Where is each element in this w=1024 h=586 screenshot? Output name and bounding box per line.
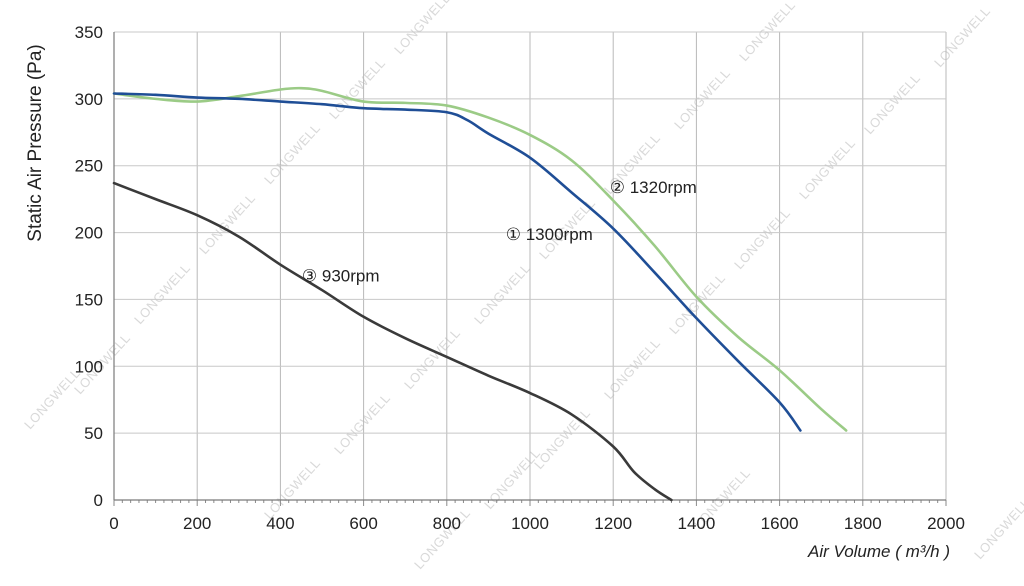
- x-tick-label: 600: [349, 514, 377, 533]
- series-line-1: [112, 92, 802, 432]
- series-lines: [112, 86, 848, 502]
- y-tick-label: 350: [75, 23, 103, 42]
- x-tick-label: 400: [266, 514, 294, 533]
- series-line-2: [112, 86, 848, 432]
- watermark-text: LONGWELL: [471, 260, 533, 327]
- watermark-text: LONGWELL: [261, 120, 323, 187]
- x-tick-label: 1000: [511, 514, 549, 533]
- y-tick-label: 150: [75, 290, 103, 309]
- series-label-3: ③ 930rpm: [302, 266, 380, 285]
- watermark-text: LONGWELL: [331, 390, 393, 457]
- watermark-text: LONGWELL: [601, 335, 663, 402]
- y-tick-label: 250: [75, 157, 103, 176]
- y-tick-label: 100: [75, 357, 103, 376]
- x-tick-label: 1800: [844, 514, 882, 533]
- watermark-text: LONGWELL: [931, 3, 993, 70]
- x-axis-title: Air Volume ( m³/h ): [807, 542, 950, 561]
- x-tick-label: 0: [109, 514, 118, 533]
- tick-labels: 0 200 400 600 800 1000 1200 1400 1600 1800 2000 0 50…: [75, 23, 965, 533]
- grid: [114, 31, 947, 500]
- watermark-text: LONGWELL: [796, 135, 858, 202]
- watermark-layer: LONGWELLLONGWELLLONGWELLLONGWELLLONGWELL…: [21, 0, 1024, 572]
- x-tick-label: 1600: [761, 514, 799, 533]
- y-tick-label: 300: [75, 90, 103, 109]
- y-axis-title: Static Air Pressure (Pa): [25, 44, 46, 241]
- series-line-3: [112, 181, 673, 502]
- watermark-text: LONGWELL: [731, 205, 793, 272]
- x-tick-label: 200: [183, 514, 211, 533]
- axes: [113, 32, 946, 501]
- y-tick-label: 50: [84, 424, 103, 443]
- watermark-text: LONGWELL: [391, 0, 453, 57]
- x-tick-label: 1200: [594, 514, 632, 533]
- watermark-text: LONGWELL: [326, 55, 388, 122]
- watermark-text: LONGWELL: [401, 325, 463, 392]
- watermark-text: LONGWELL: [131, 260, 193, 327]
- series-label-2: ② 1320rpm: [610, 178, 697, 197]
- y-tick-label: 200: [75, 224, 103, 243]
- series-labels: ① 1300rpm ② 1320rpm ③ 930rpm: [302, 178, 697, 285]
- series-label-1: ① 1300rpm: [506, 225, 593, 244]
- watermark-text: LONGWELL: [196, 190, 258, 257]
- watermark-text: LONGWELL: [861, 70, 923, 137]
- watermark-text: LONGWELL: [531, 405, 593, 472]
- x-tick-label: 800: [433, 514, 461, 533]
- watermark-text: LONGWELL: [971, 495, 1024, 562]
- x-tick-label: 1400: [677, 514, 715, 533]
- x-axis-minor-ticks: [113, 500, 947, 506]
- watermark-text: LONGWELL: [666, 270, 728, 337]
- y-tick-label: 0: [94, 491, 103, 510]
- x-tick-label: 2000: [927, 514, 965, 533]
- watermark-text: LONGWELL: [481, 445, 543, 512]
- watermark-text: LONGWELL: [261, 455, 323, 522]
